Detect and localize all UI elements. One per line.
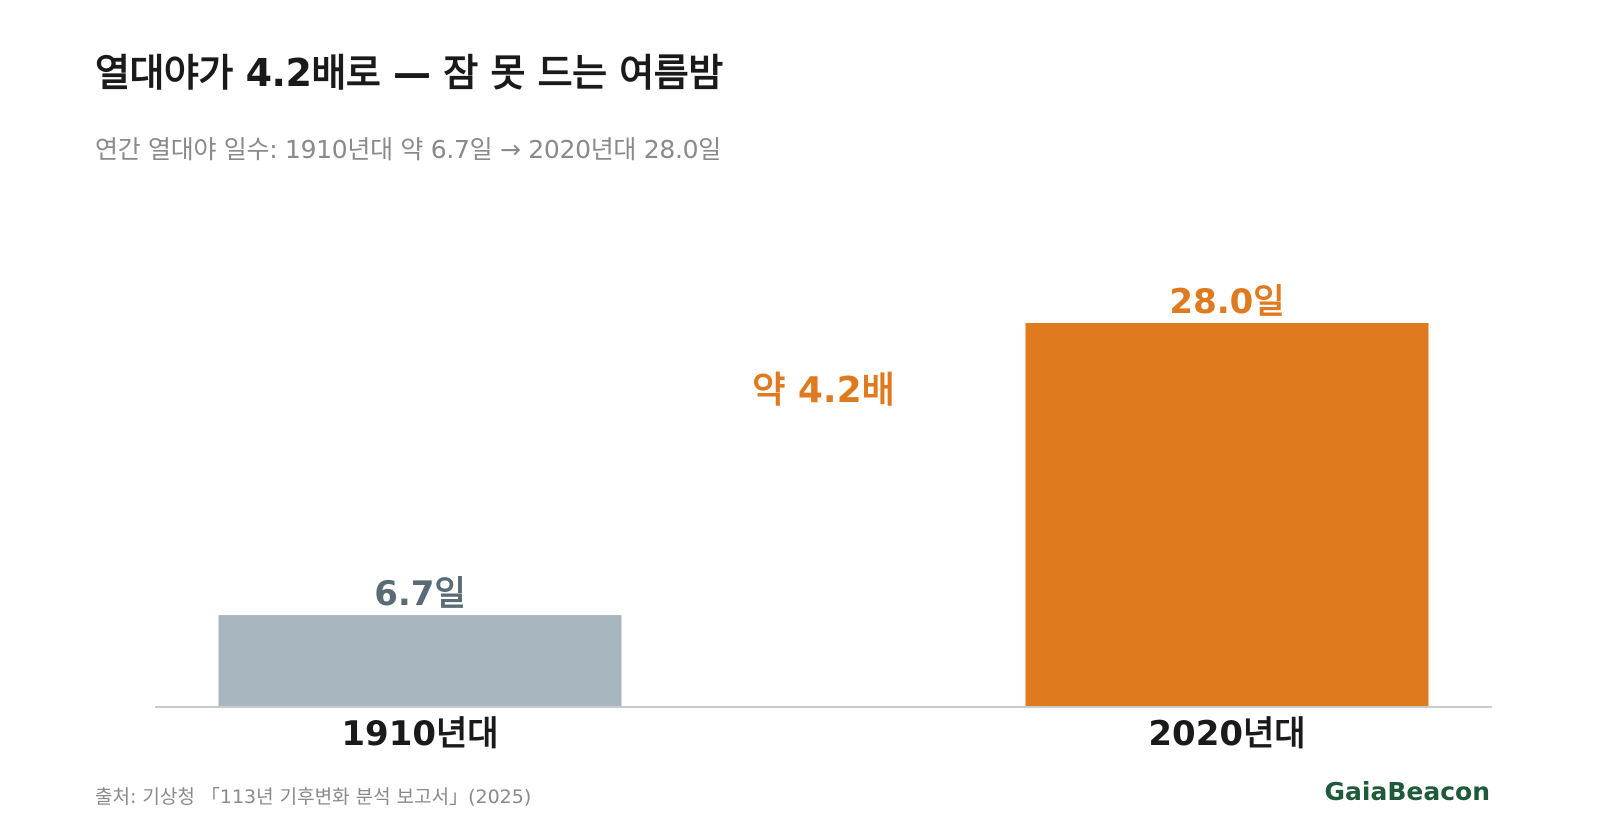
x-tick-label: 1910년대 bbox=[341, 714, 498, 754]
brand-logo: GaiaBeacon bbox=[1324, 777, 1490, 806]
data-label: 6.7일 bbox=[374, 574, 466, 614]
source-note: 출처: 기상청 「113년 기후변화 분석 보고서」(2025) bbox=[95, 786, 532, 808]
bar-1910년대 bbox=[218, 615, 622, 707]
chart-title: 열대야가 4.2배로 — 잠 못 드는 여름밤 bbox=[95, 51, 723, 95]
ratio-annotation: 약 4.2배 bbox=[752, 370, 895, 411]
data-label: 28.0일 bbox=[1169, 282, 1284, 322]
x-tick-label: 2020년대 bbox=[1148, 714, 1305, 754]
chart-subtitle: 연간 열대야 일수: 1910년대 약 6.7일 → 2020년대 28.0일 bbox=[95, 135, 721, 164]
bar-2020년대 bbox=[1025, 323, 1429, 707]
